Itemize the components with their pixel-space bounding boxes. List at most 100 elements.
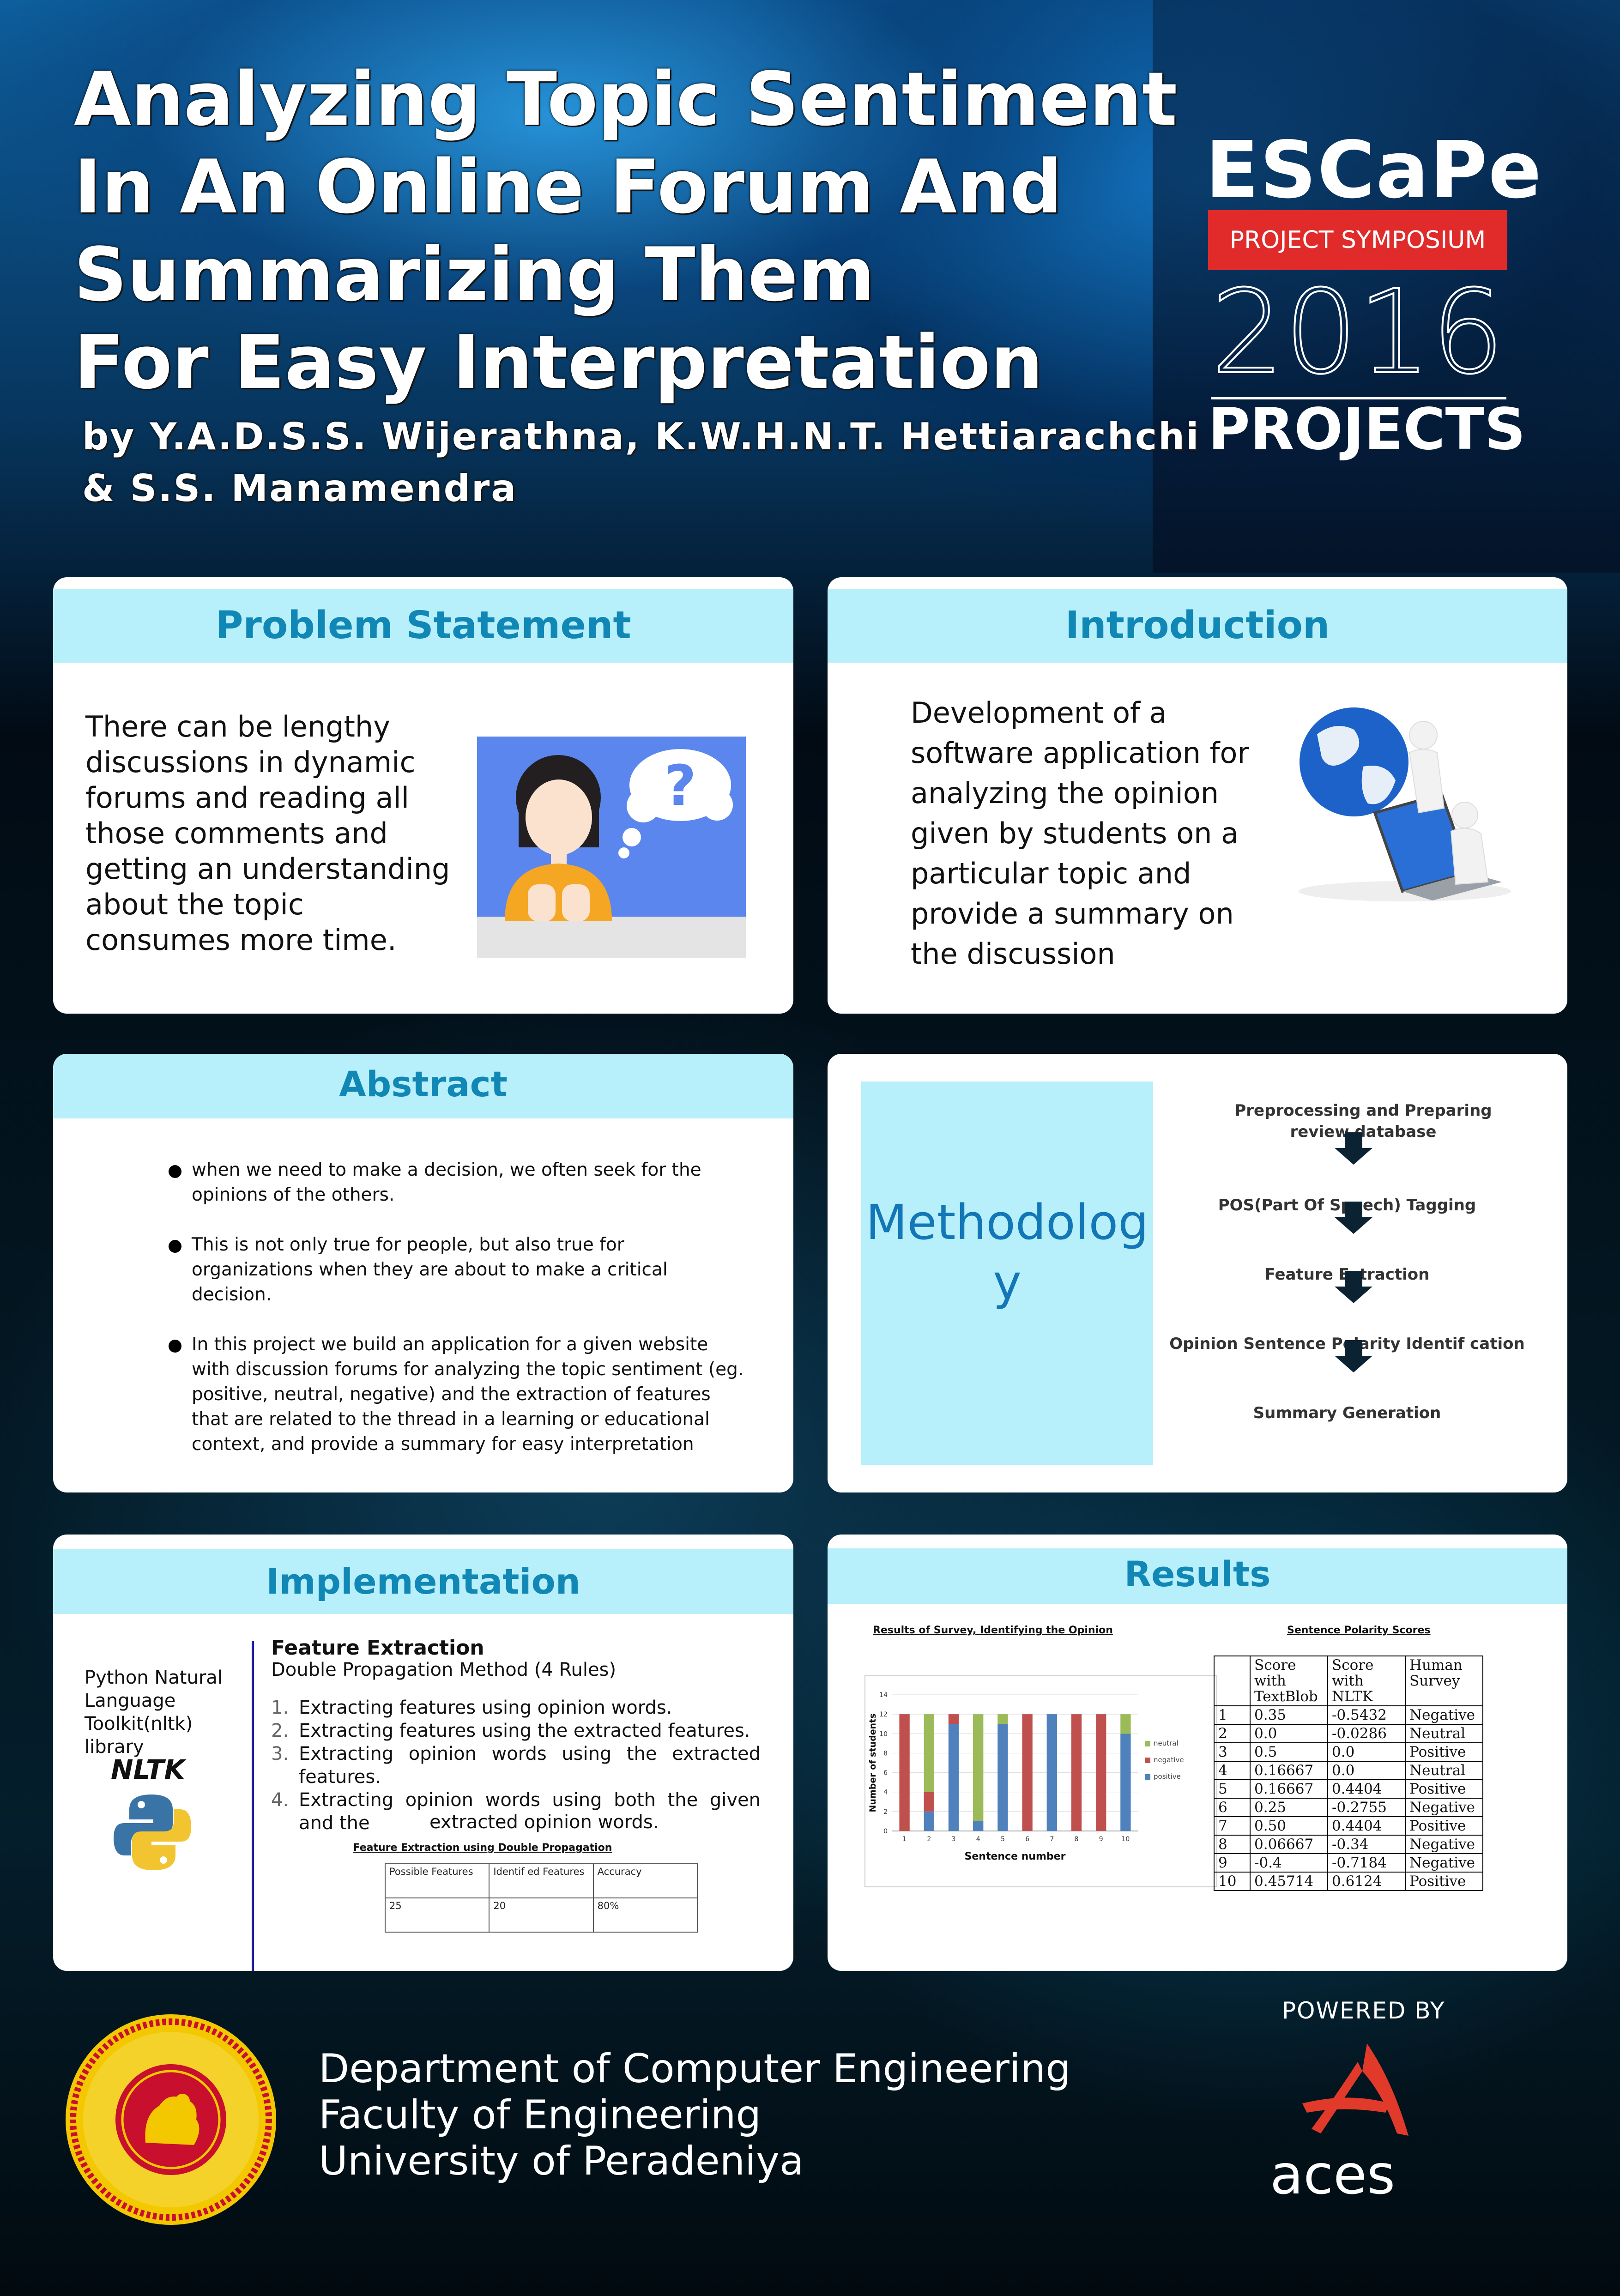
bar-segment-negative	[948, 1714, 959, 1724]
table-cell: 0.25	[1250, 1798, 1328, 1817]
table-row: 6 0.25 -0.2755 Negative	[1214, 1798, 1483, 1817]
powered-by-label: POWERED BY	[1282, 1997, 1445, 2024]
x-tick-label: 3	[952, 1836, 956, 1843]
table-row: Score with TextBlob Score with NLTK Huma…	[1214, 1656, 1483, 1706]
rule-item: 2. Extracting features using the extracte…	[271, 1719, 761, 1742]
abstract-card: Abstract when we need to make a decision…	[53, 1054, 793, 1492]
rule-item: 4. Extracting opinion words using both th…	[271, 1788, 761, 1835]
thinking-person-illustration: ?	[477, 737, 746, 958]
feature-extraction-subheading: Double Propagation Method (4 Rules)	[271, 1659, 617, 1680]
table-cell: Positive	[1405, 1742, 1483, 1762]
table-cell: 9	[1214, 1853, 1251, 1873]
legend-swatch-negative	[1145, 1758, 1150, 1763]
survey-chart-frame: 0 2 4 6 8 10 12 14 1 2 3 4 5 6 7 8 9 10 Sentence number Num…	[864, 1675, 1217, 1887]
table-row: 10 0.45714 0.6124 Positive	[1214, 1872, 1483, 1891]
table-row: 25 20 80%	[384, 1897, 698, 1933]
table-cell: 0.5	[1250, 1742, 1328, 1762]
table-header-cell: Identif ed Features	[489, 1863, 594, 1898]
escape-logo-rule	[1211, 397, 1506, 399]
globe-people-illustration	[1299, 707, 1511, 901]
authors-line: & S.S. Manamendra	[82, 467, 518, 510]
x-tick-label: 6	[1025, 1836, 1029, 1843]
rule-text: Extracting features using opinion words.	[299, 1697, 672, 1718]
table-cell: 0.16667	[1250, 1779, 1328, 1799]
methodology-step: Summary Generation	[1253, 1404, 1441, 1422]
x-tick-label: 10	[1121, 1836, 1130, 1843]
down-arrow-icon	[1335, 1202, 1372, 1234]
table-cell: 0.0	[1327, 1742, 1406, 1762]
bar-segment-negative	[899, 1714, 910, 1831]
x-tick-label: 9	[1099, 1836, 1103, 1843]
table-cell: 0.45714	[1250, 1872, 1328, 1891]
bar-segment-negative	[1071, 1714, 1082, 1831]
y-tick-label: 10	[879, 1730, 888, 1738]
escape-logo-name: ESCaPe	[1205, 125, 1542, 216]
methodology-card: Methodology Preprocessing and Preparing …	[828, 1054, 1567, 1492]
problem-statement-card: Problem Statement There can be lengthy d…	[53, 577, 793, 1014]
y-tick-label: 0	[883, 1828, 888, 1835]
legend-label: negative	[1154, 1756, 1184, 1764]
table-cell: 6	[1214, 1798, 1251, 1817]
table-cell: 0.35	[1250, 1705, 1328, 1725]
legend-swatch-positive	[1145, 1774, 1150, 1780]
table-cell: -0.0286	[1327, 1724, 1406, 1743]
table-row: 2 0.0 -0.0286 Neutral	[1214, 1724, 1483, 1743]
rule-text: Extracting opinion words using both the …	[299, 1789, 761, 1834]
bar-segment-neutral	[997, 1714, 1008, 1724]
rule-4-continuation: extracted opinion words.	[429, 1812, 659, 1833]
table-cell: 0.6124	[1327, 1872, 1406, 1891]
bar-segment-negative	[1022, 1714, 1033, 1831]
table-cell: Positive	[1405, 1779, 1483, 1799]
introduction-card: Introduction Development of a software a…	[828, 577, 1567, 1014]
title-line: For Easy Interpretation	[74, 319, 1043, 405]
rule-number: 3.	[271, 1743, 289, 1764]
table-row: 4 0.16667 0.0 Neutral	[1214, 1761, 1483, 1780]
table-cell: 0.06667	[1250, 1835, 1328, 1854]
table-header-cell	[1214, 1656, 1251, 1706]
polarity-table: Score with TextBlob Score with NLTK Huma…	[1214, 1656, 1483, 1891]
table-cell: 80%	[592, 1897, 698, 1933]
table-cell: 25	[384, 1897, 490, 1933]
bar-segment-positive	[924, 1811, 934, 1831]
table-row: 1 0.35 -0.5432 Negative	[1214, 1705, 1483, 1725]
escape-logo-band: PROJECT SYMPOSIUM	[1208, 210, 1507, 270]
table-row: 3 0.5 0.0 Positive	[1214, 1742, 1483, 1762]
methodology-title-box	[861, 1082, 1153, 1465]
table-row: 8 0.06667 -0.34 Negative	[1214, 1835, 1483, 1854]
title-line: In An Online Forum And	[74, 144, 1063, 230]
table-row: 7 0.50 0.4404 Positive	[1214, 1816, 1483, 1836]
table-cell: 0.4404	[1327, 1779, 1406, 1799]
methodology-title: Methodology	[865, 1194, 1149, 1311]
x-axis-label: Sentence number	[965, 1851, 1066, 1862]
introduction-text: Development of a software application fo…	[911, 696, 1249, 971]
rule-text: Extracting opinion words using the extra…	[299, 1743, 761, 1788]
abstract-item: In this project we build an application …	[169, 1332, 746, 1457]
table-cell: Positive	[1405, 1872, 1483, 1891]
x-tick-label: 7	[1050, 1836, 1054, 1843]
table-cell: 8	[1214, 1835, 1251, 1854]
table-header-cell: Score with TextBlob	[1250, 1656, 1328, 1706]
department-line: Faculty of Engineering	[319, 2092, 762, 2138]
feature-extraction-heading: Feature Extraction	[271, 1636, 484, 1660]
table-header-cell: Score with NLTK	[1327, 1656, 1406, 1706]
down-arrow-icon	[1335, 1340, 1372, 1372]
y-tick-label: 8	[883, 1750, 888, 1757]
rule-text: Extracting features using the extracted …	[299, 1720, 750, 1741]
rule-item: 1. Extracting features using opinion word…	[271, 1696, 761, 1719]
abstract-item: This is not only true for people, but al…	[169, 1233, 746, 1307]
university-seal-logo	[66, 2014, 276, 2225]
table-cell: 0.0	[1327, 1761, 1406, 1780]
bar-segment-negative	[924, 1792, 934, 1812]
y-tick-label: 6	[883, 1770, 888, 1777]
down-arrow-icon	[1335, 1271, 1372, 1303]
title-line: Summarizing Them	[74, 231, 875, 318]
table-cell: 2	[1214, 1724, 1251, 1743]
table-cell: 0.0	[1250, 1724, 1328, 1743]
abstract-heading: Abstract	[53, 1054, 793, 1118]
table-cell: 0.50	[1250, 1816, 1328, 1836]
abstract-item: when we need to make a decision, we ofte…	[169, 1158, 746, 1208]
table-cell: 0.16667	[1250, 1761, 1328, 1780]
introduction-heading: Introduction	[828, 589, 1567, 663]
table-cell: Positive	[1405, 1816, 1483, 1836]
